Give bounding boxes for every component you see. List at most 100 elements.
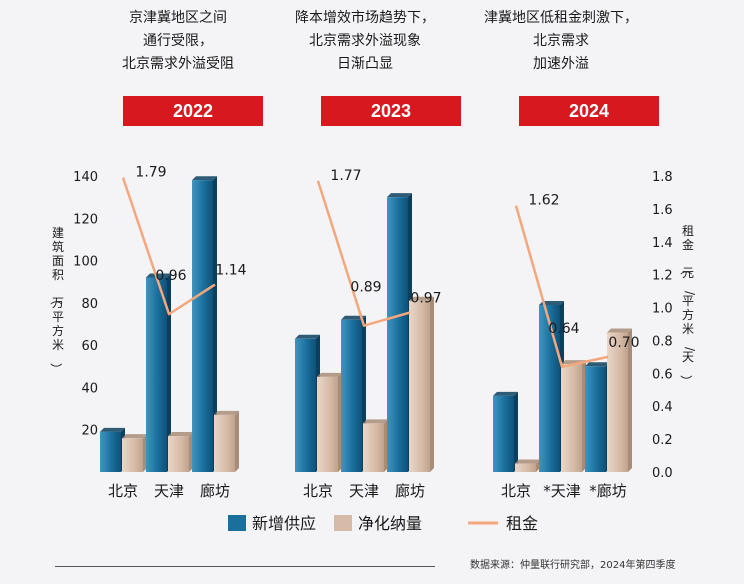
y-right-tick-label: 1.0	[652, 302, 673, 317]
bar-new-supply-side	[514, 391, 518, 472]
bar-new-supply-side	[213, 176, 217, 472]
bar-net-absorption-top	[214, 410, 239, 415]
bar-new-supply-face	[146, 277, 167, 472]
category-label: 廊坊	[200, 482, 230, 500]
bar-new-supply	[100, 427, 125, 472]
bar-net-absorption	[561, 360, 586, 472]
bar-net-absorption-face	[363, 423, 384, 472]
category-label: 北京	[303, 482, 333, 500]
y-right-tick-label: 1.8	[652, 170, 673, 185]
rent-data-label: 1.77	[330, 168, 361, 184]
category-label: 北京	[501, 482, 531, 500]
rent-data-label: 0.70	[608, 335, 639, 351]
year-badge-2024: 2024	[519, 96, 659, 126]
bar-new-supply-top	[146, 273, 171, 278]
y-left-tick-label: 100	[73, 255, 98, 270]
bar-net-absorption	[409, 296, 434, 472]
bar-new-supply	[493, 391, 518, 472]
category-label: 天津	[349, 482, 379, 500]
rent-data-label: 0.89	[350, 280, 381, 296]
bar-new-supply-top	[100, 427, 125, 432]
rent-data-label: 1.62	[528, 193, 559, 209]
y-right-tick-label: 0.8	[652, 334, 673, 349]
bar-new-supply-top	[192, 176, 217, 181]
bar-net-absorption-face	[168, 436, 189, 472]
y-right-tick-label: 1.2	[652, 269, 673, 284]
y-right-tick-label: 1.4	[652, 236, 673, 251]
rent-line	[316, 180, 411, 327]
y-left-tick-label: 40	[81, 381, 98, 396]
bar-new-supply-top	[295, 334, 320, 339]
y-right-tick-label: 0.6	[652, 367, 673, 382]
bar-net-absorption-top	[122, 434, 147, 439]
category-label: 廊坊	[395, 482, 425, 500]
bar-net-absorption-side	[628, 328, 632, 472]
category-label: 天津	[154, 482, 184, 500]
bar-net-absorption-top	[515, 459, 540, 464]
bar-new-supply	[585, 362, 610, 472]
bar-new-supply	[387, 193, 412, 472]
bar-net-absorption-side	[430, 296, 434, 472]
bar-new-supply-face	[341, 319, 362, 472]
bar-new-supply-top	[493, 391, 518, 396]
bar-net-absorption	[515, 459, 540, 472]
bar-net-absorption-face	[607, 332, 628, 472]
y-left-tick-label: 20	[81, 424, 98, 439]
bar-new-supply	[341, 315, 366, 472]
bar-net-absorption	[214, 410, 239, 472]
bar-new-supply-face	[192, 180, 213, 472]
bar-new-supply-face	[295, 338, 316, 472]
rent-line	[514, 205, 609, 369]
year-badge-2023: 2023	[321, 96, 461, 126]
legend-label: 净化纳量	[358, 514, 422, 533]
bar-net-absorption-top	[317, 372, 342, 377]
rent-data-label: 0.96	[155, 268, 186, 284]
legend-swatch	[334, 515, 352, 531]
y-left-tick-label: 60	[81, 339, 98, 354]
bar-net-absorption-top	[409, 296, 434, 301]
category-label: *廊坊	[589, 482, 627, 500]
bar-new-supply-top	[585, 362, 610, 367]
y-right-tick-label: 0.4	[652, 400, 673, 415]
bar-net-absorption-face	[317, 376, 338, 472]
subtitle-2023: 降本增效市场趋势下， 北京需求外溢现象 日渐凸显	[295, 10, 435, 72]
bar-new-supply	[192, 176, 217, 472]
rent-line	[121, 177, 216, 316]
bar-net-absorption	[607, 328, 632, 472]
y-left-axis-title: 建筑面积（万平方米）	[49, 226, 64, 375]
bar-new-supply-face	[100, 431, 121, 472]
bar-new-supply-face	[493, 395, 514, 472]
bar-net-absorption-face	[409, 300, 430, 472]
footer-rule	[55, 566, 435, 567]
bar-net-absorption-top	[168, 432, 193, 437]
rent-data-label: 0.97	[410, 290, 441, 306]
bar-net-absorption	[363, 419, 388, 472]
subtitle-2024: 津冀地区低租金刺激下， 北京需求 加速外溢	[484, 10, 638, 72]
bar-net-absorption	[168, 432, 193, 472]
bar-net-absorption-side	[235, 410, 239, 472]
bar-net-absorption-face	[214, 414, 235, 472]
bar-net-absorption-face	[561, 364, 582, 472]
y-right-tick-label: 0.2	[652, 433, 673, 448]
bar-new-supply-face	[539, 304, 560, 472]
bar-new-supply	[146, 273, 171, 472]
rent-data-label: 1.79	[135, 165, 166, 181]
rent-data-label: 1.14	[215, 263, 246, 279]
bar-new-supply-face	[387, 197, 408, 472]
bar-net-absorption-face	[515, 463, 536, 472]
bar-net-absorption-face	[122, 438, 143, 472]
y-left-tick-label: 80	[81, 297, 98, 312]
category-label: 北京	[108, 482, 138, 500]
legend-swatch	[228, 515, 246, 531]
bar-net-absorption	[317, 372, 342, 472]
year-badge-2022: 2022	[123, 96, 263, 126]
category-label: *天津	[543, 482, 581, 500]
y-right-tick-label: 0.0	[652, 466, 673, 481]
legend-label: 新增供应	[252, 514, 316, 533]
y-left-tick-label: 140	[73, 170, 98, 185]
rent-data-label: 0.64	[548, 321, 579, 337]
y-right-tick-label: 1.6	[652, 203, 673, 218]
y-right-axis-title: 租金（元/平方米/天）	[679, 224, 697, 387]
bar-new-supply-face	[585, 366, 606, 472]
y-left-tick-label: 120	[73, 212, 98, 227]
